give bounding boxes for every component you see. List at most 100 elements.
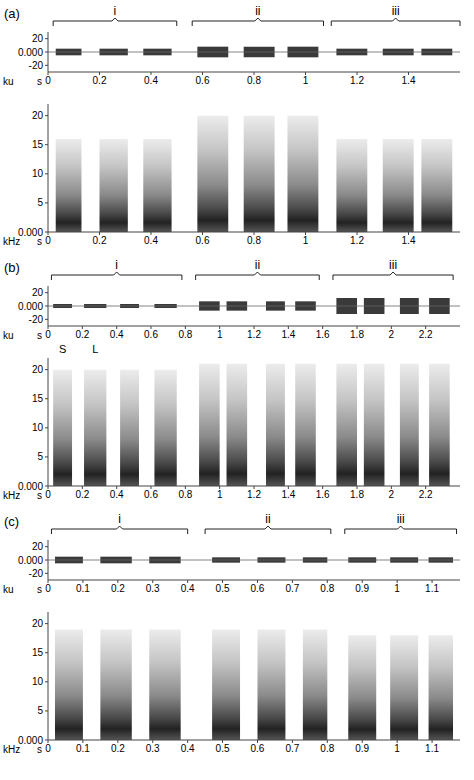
svg-text:0: 0 (45, 489, 51, 500)
svg-text:0.5: 0.5 (216, 583, 230, 594)
svg-text:0: 0 (45, 75, 51, 86)
svg-text:0.6: 0.6 (196, 75, 210, 86)
svg-text:20: 20 (32, 364, 44, 375)
svg-text:0.2: 0.2 (75, 329, 89, 340)
svg-text:0.9: 0.9 (355, 743, 369, 754)
svg-text:20: 20 (32, 287, 44, 298)
svg-text:0.7: 0.7 (285, 743, 299, 754)
svg-text:iii: iii (389, 258, 397, 272)
svg-text:0.3: 0.3 (146, 583, 160, 594)
svg-text:iii: iii (397, 512, 405, 526)
svg-text:1: 1 (394, 743, 400, 754)
svg-text:0.2: 0.2 (111, 583, 125, 594)
svg-text:0.2: 0.2 (93, 235, 107, 246)
svg-text:0.1: 0.1 (76, 583, 90, 594)
svg-text:0: 0 (45, 583, 51, 594)
svg-text:0.000: 0.000 (18, 47, 43, 58)
svg-text:20: 20 (32, 110, 44, 121)
svg-text:ii: ii (265, 512, 270, 526)
svg-text:1.2: 1.2 (247, 489, 261, 500)
svg-text:i: i (118, 512, 121, 526)
svg-text:0.000: 0.000 (18, 481, 43, 492)
svg-text:1.1: 1.1 (425, 583, 439, 594)
svg-text:0.8: 0.8 (247, 75, 261, 86)
svg-text:0.6: 0.6 (144, 489, 158, 500)
svg-text:15: 15 (32, 393, 44, 404)
svg-text:S: S (59, 344, 66, 355)
svg-text:5: 5 (37, 197, 43, 208)
svg-text:0.4: 0.4 (181, 583, 195, 594)
svg-text:1.6: 1.6 (316, 489, 330, 500)
svg-text:20: 20 (32, 33, 44, 44)
svg-text:iii: iii (392, 4, 400, 18)
svg-text:1: 1 (217, 489, 223, 500)
svg-text:0.1: 0.1 (76, 743, 90, 754)
svg-text:0.8: 0.8 (320, 583, 334, 594)
svg-text:1.8: 1.8 (350, 489, 364, 500)
svg-text:0.2: 0.2 (93, 75, 107, 86)
svg-text:0.4: 0.4 (144, 235, 158, 246)
svg-text:0.000: 0.000 (18, 555, 43, 566)
svg-text:-20: -20 (29, 568, 44, 579)
svg-text:1.2: 1.2 (350, 75, 364, 86)
svg-text:0.5: 0.5 (216, 743, 230, 754)
svg-text:10: 10 (32, 168, 44, 179)
svg-text:0.6: 0.6 (251, 743, 265, 754)
svg-text:L: L (92, 344, 98, 355)
svg-text:0: 0 (45, 743, 51, 754)
svg-text:2: 2 (389, 329, 395, 340)
svg-text:-20: -20 (29, 314, 44, 325)
svg-text:0.8: 0.8 (178, 489, 192, 500)
svg-text:1.4: 1.4 (281, 329, 295, 340)
svg-text:0.2: 0.2 (75, 489, 89, 500)
svg-text:20: 20 (32, 618, 44, 629)
svg-text:0.6: 0.6 (196, 235, 210, 246)
svg-text:1.8: 1.8 (350, 329, 364, 340)
svg-text:0.000: 0.000 (18, 735, 43, 746)
svg-text:ii: ii (255, 258, 260, 272)
svg-text:15: 15 (32, 647, 44, 658)
svg-text:1.2: 1.2 (247, 329, 261, 340)
svg-text:1: 1 (217, 329, 223, 340)
svg-text:1.4: 1.4 (402, 235, 416, 246)
svg-text:1.1: 1.1 (425, 743, 439, 754)
svg-text:2.2: 2.2 (419, 329, 433, 340)
svg-text:0.4: 0.4 (110, 489, 124, 500)
svg-text:0.8: 0.8 (320, 743, 334, 754)
svg-text:1.2: 1.2 (350, 235, 364, 246)
svg-text:0.4: 0.4 (181, 743, 195, 754)
svg-text:0.3: 0.3 (146, 743, 160, 754)
svg-text:1.4: 1.4 (281, 489, 295, 500)
svg-text:0.000: 0.000 (18, 301, 43, 312)
svg-text:2: 2 (389, 489, 395, 500)
svg-text:0.9: 0.9 (355, 583, 369, 594)
svg-text:0.8: 0.8 (178, 329, 192, 340)
svg-text:1: 1 (394, 583, 400, 594)
svg-text:0.8: 0.8 (247, 235, 261, 246)
svg-text:2.2: 2.2 (419, 489, 433, 500)
svg-text:0.000: 0.000 (18, 227, 43, 238)
svg-text:1: 1 (303, 75, 309, 86)
svg-text:i: i (115, 258, 118, 272)
svg-text:1: 1 (303, 235, 309, 246)
svg-text:0.6: 0.6 (251, 583, 265, 594)
svg-text:5: 5 (37, 451, 43, 462)
svg-text:0: 0 (45, 329, 51, 340)
svg-text:(c): (c) (4, 514, 19, 529)
svg-text:-20: -20 (29, 60, 44, 71)
svg-text:0.7: 0.7 (285, 583, 299, 594)
svg-text:10: 10 (32, 676, 44, 687)
svg-text:0.6: 0.6 (144, 329, 158, 340)
svg-text:ii: ii (255, 4, 260, 18)
svg-text:0.2: 0.2 (111, 743, 125, 754)
svg-text:0: 0 (45, 235, 51, 246)
svg-text:i: i (114, 4, 117, 18)
svg-text:0.4: 0.4 (144, 75, 158, 86)
svg-text:20: 20 (32, 541, 44, 552)
svg-text:(b): (b) (4, 260, 20, 275)
svg-text:15: 15 (32, 139, 44, 150)
svg-text:10: 10 (32, 422, 44, 433)
svg-text:0.4: 0.4 (110, 329, 124, 340)
svg-text:1.6: 1.6 (316, 329, 330, 340)
svg-text:(a): (a) (4, 6, 20, 21)
